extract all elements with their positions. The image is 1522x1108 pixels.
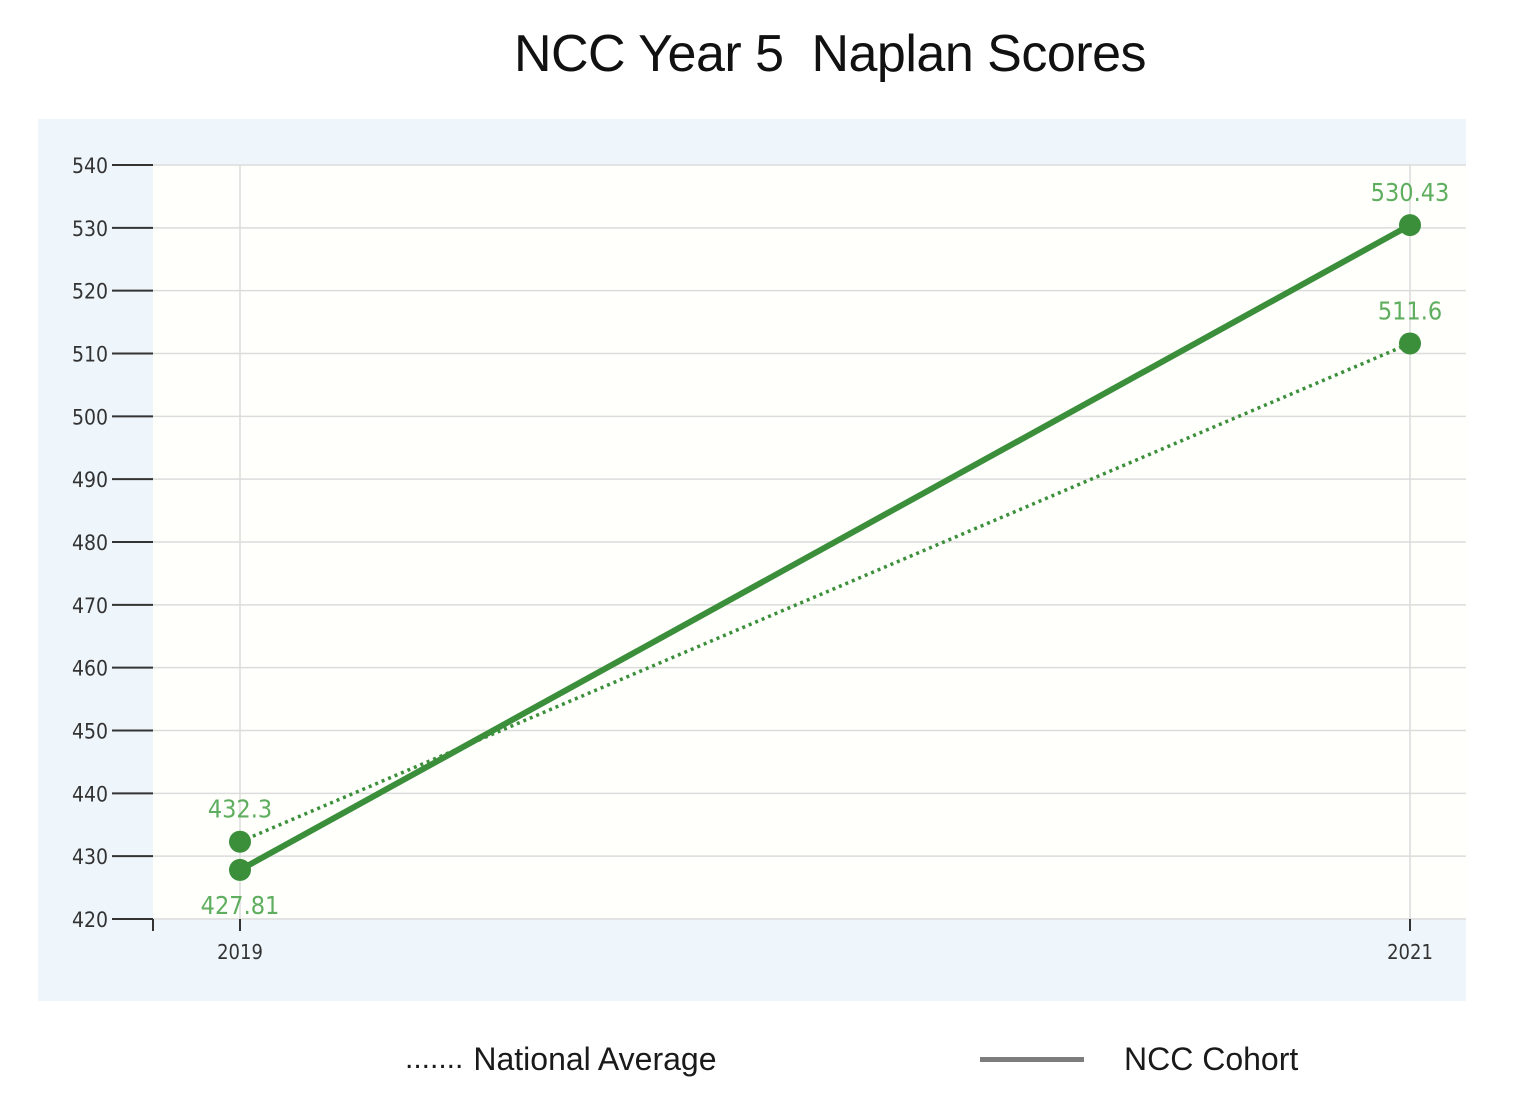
y-tick-label: 460 [72, 657, 108, 681]
legend-item-national-average: ....... National Average [405, 1036, 717, 1082]
data-labels: 432.3 511.6 427.81 530.43 [201, 178, 1450, 920]
data-points [229, 214, 1421, 881]
series-line-national-average [239, 341, 1411, 844]
x-tick-label: 2019 [217, 940, 263, 964]
y-tick-label: 450 [72, 720, 108, 744]
y-tick-label: 430 [72, 845, 108, 869]
y-tick-label: 500 [72, 405, 108, 429]
data-label: 511.6 [1378, 296, 1442, 325]
y-tick-label: 480 [72, 531, 108, 555]
legend-solid-line-marker [980, 1056, 1084, 1062]
data-label: 530.43 [1371, 178, 1450, 207]
data-label: 427.81 [201, 891, 280, 920]
data-point-national-average [229, 830, 251, 853]
grid-lines [153, 164, 1466, 920]
y-tick-label: 420 [72, 908, 108, 932]
legend-label-national-average: National Average [473, 1040, 717, 1077]
chart-title: NCC Year 5 Naplan Scores [513, 25, 1147, 83]
data-label: 432.3 [208, 795, 272, 824]
x-tick-label: 2021 [1387, 940, 1433, 964]
legend-item-ncc-cohort: NCC Cohort [980, 1036, 1298, 1082]
legend-dotted-marker: ....... [405, 1042, 464, 1075]
y-tick-label: 440 [72, 782, 108, 806]
data-point-ncc-cohort [229, 858, 251, 881]
data-point-national-average [1399, 332, 1421, 355]
y-tick-label: 530 [72, 217, 108, 241]
data-point-ncc-cohort [1399, 214, 1421, 237]
legend-label-ncc-cohort: NCC Cohort [1124, 1040, 1299, 1077]
axes: 540 530 520 510 500 490 480 470 460 450 440 430 420 2… [72, 154, 1433, 964]
y-tick-label: 520 [72, 280, 108, 304]
y-tick-label: 490 [72, 468, 108, 492]
y-tick-label: 470 [72, 594, 108, 618]
series-line-ncc-cohort [237, 222, 1413, 873]
y-tick-label: 510 [72, 343, 108, 367]
y-tick-label: 540 [72, 154, 108, 178]
series-lines [237, 222, 1413, 873]
